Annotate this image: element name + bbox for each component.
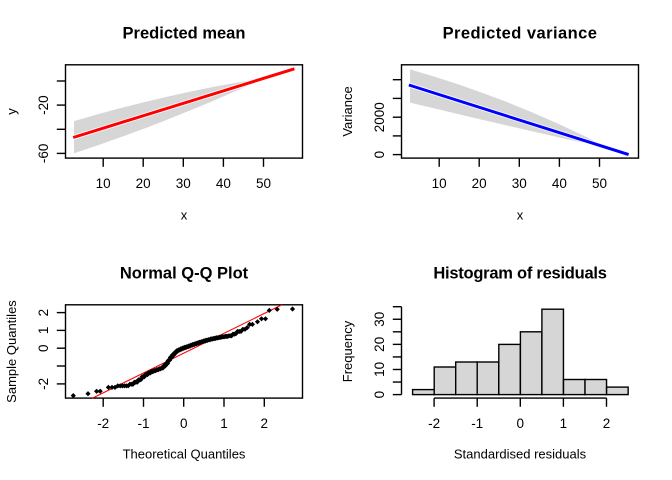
svg-text:1: 1 (560, 416, 568, 431)
svg-text:x: x (517, 208, 524, 223)
svg-text:1: 1 (36, 327, 51, 335)
svg-text:-2: -2 (428, 416, 440, 431)
svg-text:0: 0 (36, 344, 51, 352)
svg-text:50: 50 (256, 176, 271, 191)
svg-text:Predicted mean: Predicted mean (123, 25, 246, 43)
svg-text:40: 40 (552, 176, 567, 191)
svg-text:20: 20 (372, 337, 387, 352)
svg-text:Histogram of residuals: Histogram of residuals (433, 265, 606, 283)
svg-text:-2: -2 (97, 416, 109, 431)
svg-text:0: 0 (517, 416, 525, 431)
svg-text:Sample Quantiles: Sample Quantiles (4, 300, 19, 403)
svg-text:2: 2 (36, 309, 51, 317)
svg-text:Theoretical Quantiles: Theoretical Quantiles (123, 447, 246, 462)
svg-text:Normal Q-Q Plot: Normal Q-Q Plot (120, 265, 249, 283)
svg-text:30: 30 (176, 176, 191, 191)
svg-text:0: 0 (372, 151, 387, 159)
svg-text:Predicted variance: Predicted variance (443, 25, 598, 43)
svg-text:-60: -60 (36, 144, 51, 164)
svg-text:-20: -20 (36, 95, 51, 115)
svg-text:y: y (4, 108, 19, 115)
svg-text:-2: -2 (36, 378, 51, 390)
svg-text:10: 10 (432, 176, 447, 191)
svg-text:Standardised residuals: Standardised residuals (454, 447, 587, 462)
svg-text:20: 20 (472, 176, 487, 191)
svg-text:50: 50 (592, 176, 607, 191)
svg-text:-1: -1 (137, 416, 149, 431)
svg-text:0: 0 (180, 416, 188, 431)
svg-text:1: 1 (220, 416, 228, 431)
svg-text:-1: -1 (471, 416, 483, 431)
svg-text:10: 10 (372, 362, 387, 377)
svg-text:0: 0 (372, 391, 387, 399)
svg-text:Frequency: Frequency (340, 320, 355, 382)
svg-text:x: x (181, 208, 188, 223)
svg-text:2000: 2000 (372, 102, 387, 132)
svg-text:20: 20 (136, 176, 151, 191)
svg-text:30: 30 (512, 176, 527, 191)
svg-text:30: 30 (372, 312, 387, 327)
svg-text:2: 2 (261, 416, 269, 431)
svg-text:2: 2 (603, 416, 611, 431)
svg-text:10: 10 (96, 176, 111, 191)
svg-text:40: 40 (216, 176, 231, 191)
svg-text:Variance: Variance (340, 86, 355, 136)
